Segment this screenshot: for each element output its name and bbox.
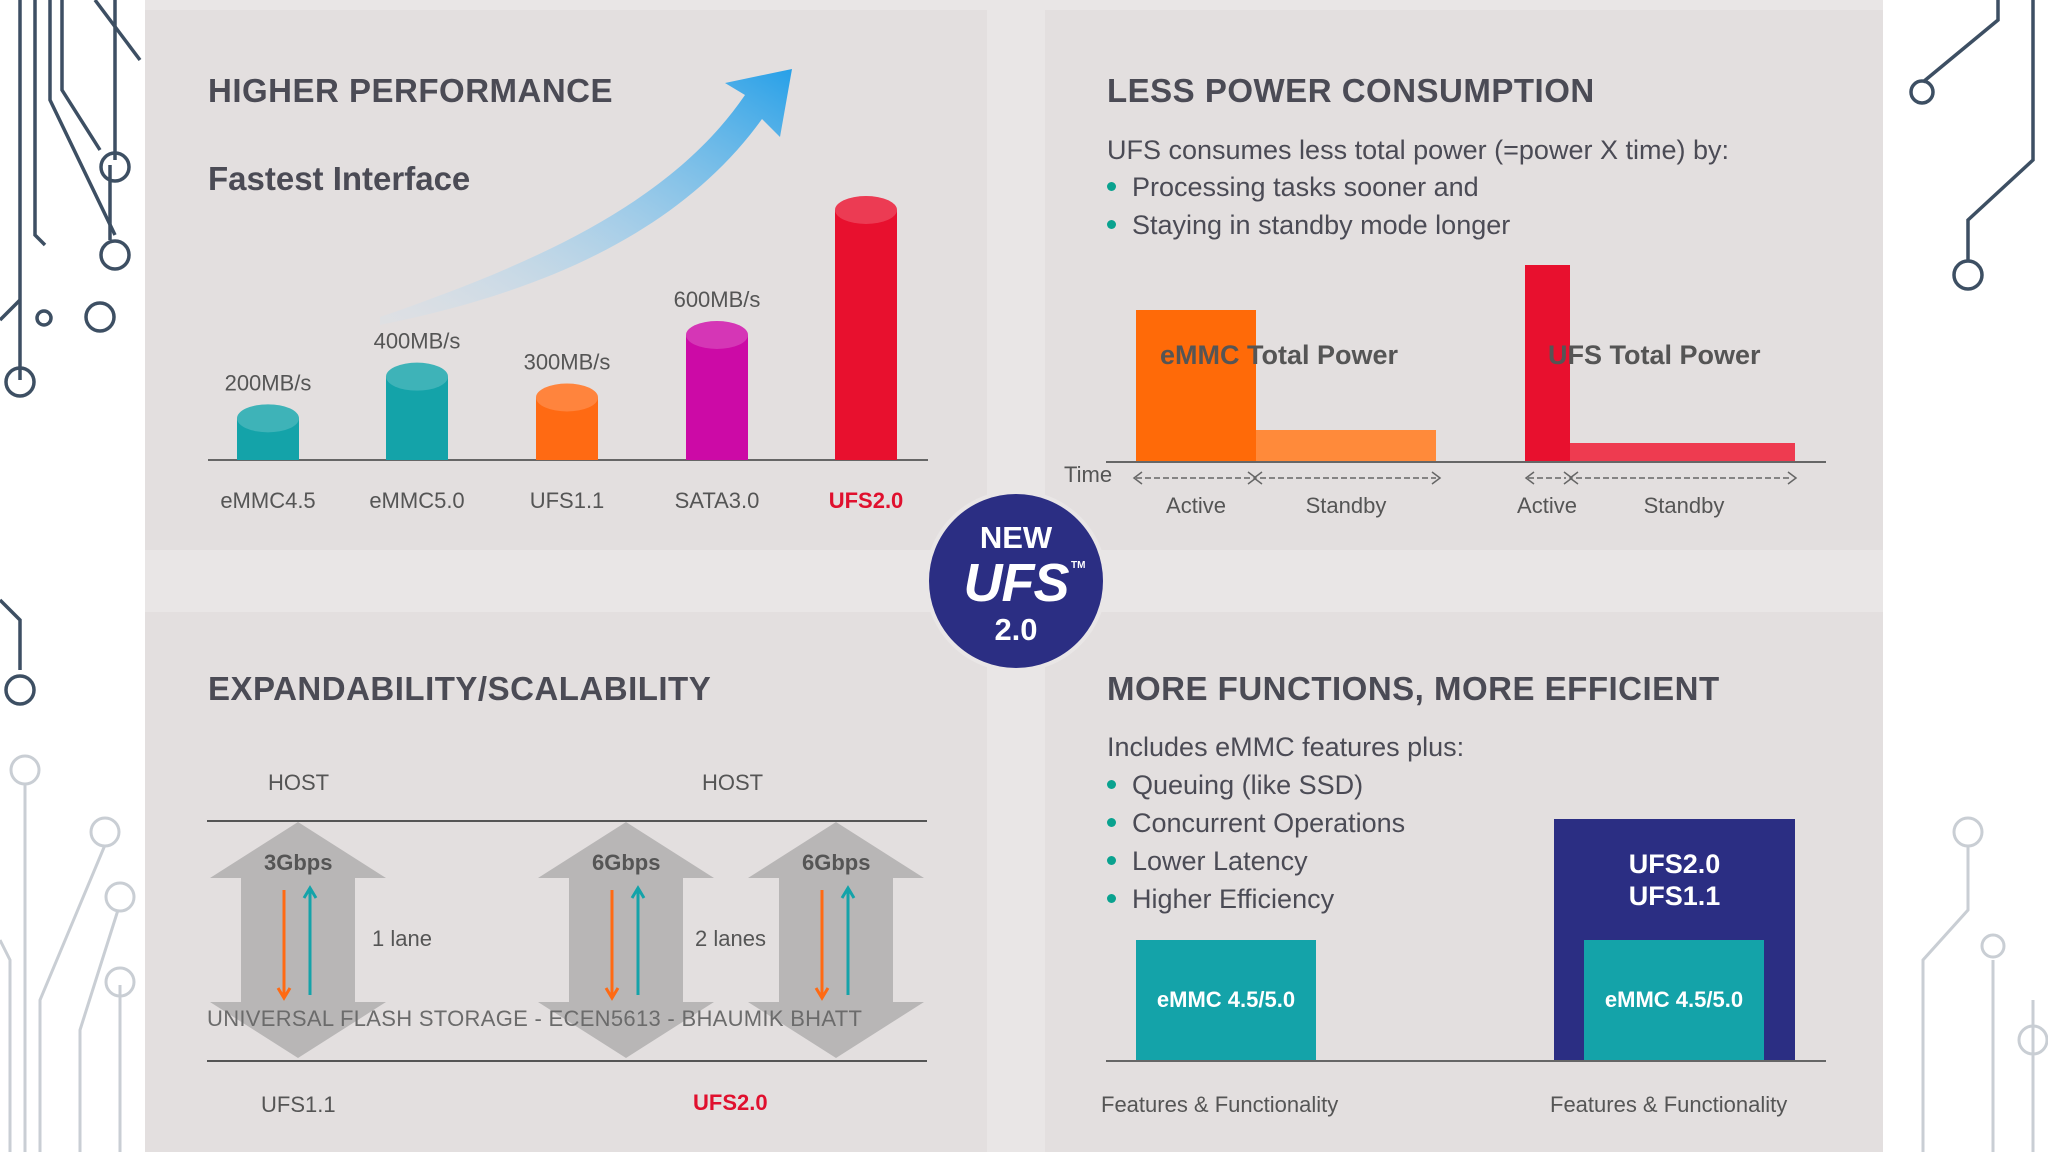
ufs-standby-label: Standby	[1643, 493, 1725, 518]
performance-bar-chart: 200MB/s eMMC4.5 400MB/s eMMC5.0 300MB/s UFS1.…	[208, 196, 928, 513]
bar-sata30	[686, 321, 748, 460]
functions-axis-right: Features & Functionality	[1550, 1092, 1788, 1117]
lane-right-name: UFS2.0	[693, 1090, 768, 1115]
bullet-dot	[1107, 220, 1116, 230]
functions-bullet-3: Lower Latency	[1107, 846, 1308, 877]
bar-top-highlight	[386, 362, 448, 391]
bar-category-label: SATA3.0	[675, 488, 760, 513]
bullet-dot	[1107, 894, 1116, 904]
functions-intro: Includes eMMC features plus:	[1107, 732, 1465, 762]
circuit-decoration-left	[0, 0, 142, 1152]
bar-top	[835, 196, 897, 224]
bar-top	[536, 383, 598, 412]
lane-right-speed-2: 6Gbps	[802, 850, 871, 875]
badge-version-text: 2.0	[994, 612, 1038, 647]
emmc-total-power-label: eMMC Total Power	[1160, 340, 1399, 370]
performance-trend-arrow	[380, 69, 792, 325]
emmc-feature-box: eMMC 4.5/5.0	[1136, 940, 1316, 1060]
functions-bullet-2: Concurrent Operations	[1107, 808, 1405, 839]
ufs-standby-bar	[1570, 443, 1795, 461]
bar-value-label: 300MB/s	[524, 350, 611, 375]
functions-axis-left: Features & Functionality	[1101, 1092, 1339, 1117]
bullet-dot	[1107, 182, 1116, 192]
emmc-feature-label: eMMC 4.5/5.0	[1156, 987, 1296, 1012]
expandability-heading: EXPANDABILITY/SCALABILITY	[208, 670, 712, 707]
bar-category-label: eMMC4.5	[220, 488, 315, 513]
ufs-feature-label-2: UFS1.1	[1628, 881, 1721, 911]
lane-right-count: 2 lanes	[695, 926, 766, 951]
performance-heading: HIGHER PERFORMANCE	[208, 72, 614, 109]
functions-baseline	[1106, 1060, 1826, 1062]
lane-diagram	[210, 822, 924, 1058]
ufs-total-power-label: UFS Total Power	[1548, 340, 1761, 370]
badge-ufs-text: UFS	[963, 553, 1070, 613]
new-ufs-badge: NEW UFS TM 2.0	[925, 490, 1107, 672]
bar-category-label: UFS1.1	[530, 488, 605, 513]
device-line	[207, 1060, 927, 1062]
bar-body	[835, 210, 897, 460]
ufs-active-label: Active	[1517, 493, 1577, 518]
emmc-active-bar	[1136, 310, 1256, 461]
power-baseline	[1106, 461, 1826, 463]
bar-value-label: 600MB/s	[674, 287, 761, 312]
ufs-active-bar	[1525, 265, 1570, 461]
host-left-label: HOST	[268, 770, 330, 795]
bar-ufs11	[536, 383, 598, 460]
badge-new-text: NEW	[979, 520, 1053, 555]
bar-category-label: UFS2.0	[829, 488, 904, 513]
badge-tm-text: TM	[1071, 560, 1086, 571]
bar-emmc50	[386, 362, 448, 460]
bar-category-label: eMMC5.0	[369, 488, 464, 513]
ufs-inner-emmc-label: eMMC 4.5/5.0	[1604, 987, 1744, 1012]
bar-top-highlight	[686, 321, 748, 349]
performance-subheading: Fastest Interface	[208, 160, 471, 197]
bar-body	[686, 335, 748, 460]
lane-left-name: UFS1.1	[261, 1092, 336, 1117]
emmc-active-label: Active	[1166, 493, 1226, 518]
bar-emmc45	[237, 404, 299, 460]
bullet-dot	[1107, 818, 1116, 828]
lane-left-speed: 3Gbps	[264, 850, 333, 875]
emmc-standby-bar	[1256, 430, 1436, 461]
bullet-dot	[1107, 780, 1116, 790]
lane-left-count: 1 lane	[372, 926, 432, 951]
functions-heading: MORE FUNCTIONS, MORE EFFICIENT	[1107, 670, 1720, 707]
bar-top	[686, 321, 748, 349]
power-intro: UFS consumes less total power (=power X …	[1107, 135, 1729, 165]
bullet-dot	[1107, 856, 1116, 866]
ufs-feature-label-1: UFS2.0	[1628, 849, 1721, 879]
time-axis-arrows	[1132, 471, 1798, 485]
footer-text: UNIVERSAL FLASH STORAGE - ECEN5613 - BHA…	[207, 1006, 863, 1031]
bar-top-highlight	[835, 196, 897, 224]
functions-bullet-1: Queuing (like SSD)	[1107, 770, 1363, 801]
functions-bullet-4: Higher Efficiency	[1107, 884, 1334, 915]
bar-value-label: 400MB/s	[374, 329, 461, 354]
time-axis-label: Time	[1064, 462, 1113, 487]
circuit-decoration-right	[1909, 0, 2048, 1152]
ufs-inner-emmc-box: eMMC 4.5/5.0	[1584, 940, 1764, 1060]
power-bullet-2: Staying in standby mode longer	[1107, 210, 1510, 241]
bar-top-highlight	[536, 383, 598, 412]
host-right-label: HOST	[702, 770, 764, 795]
bar-top-highlight	[237, 404, 299, 433]
bar-ufs20	[835, 196, 897, 460]
emmc-standby-label: Standby	[1305, 493, 1387, 518]
power-heading: LESS POWER CONSUMPTION	[1107, 72, 1595, 109]
host-line	[207, 820, 927, 822]
ufs-feature-box: UFS2.0 UFS1.1 eMMC 4.5/5.0	[1554, 819, 1795, 1060]
bar-top	[237, 404, 299, 433]
bar-top	[386, 362, 448, 391]
power-bullet-1: Processing tasks sooner and	[1107, 172, 1479, 203]
bar-value-label: 200MB/s	[225, 370, 312, 395]
lane-right-speed-1: 6Gbps	[592, 850, 661, 875]
